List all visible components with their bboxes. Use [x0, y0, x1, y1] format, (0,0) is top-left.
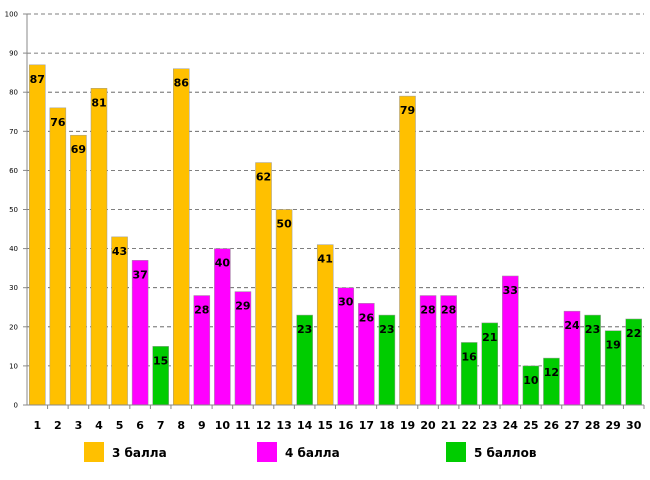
x-tick-label: 16: [338, 419, 354, 432]
data-label: 15: [153, 354, 168, 367]
data-label: 24: [564, 319, 580, 332]
x-tick-label: 28: [585, 419, 600, 432]
bar-3: [70, 134, 87, 406]
data-label: 23: [585, 323, 600, 336]
y-tick-label: 90: [9, 50, 18, 58]
data-label: 26: [359, 311, 375, 324]
x-tick-label: 22: [462, 419, 477, 432]
x-tick-label: 5: [116, 419, 124, 432]
x-tick-label: 7: [157, 419, 165, 432]
y-tick-label: 70: [9, 128, 18, 136]
grid-lines: [27, 13, 644, 367]
legend: 3 балла 4 балла 5 баллов: [84, 442, 537, 462]
x-tick-label: 24: [503, 419, 519, 432]
x-tick-label: 1: [33, 419, 41, 432]
legend-label: 5 баллов: [474, 446, 537, 460]
bar-15: [316, 244, 334, 406]
legend-swatch-2: [257, 442, 277, 462]
data-label: 50: [276, 218, 292, 231]
data-label: 40: [215, 257, 231, 270]
data-label: 81: [91, 96, 106, 109]
x-tick-label: 23: [482, 419, 497, 432]
bar-1: [29, 64, 46, 406]
legend-label: 3 балла: [112, 446, 167, 460]
data-label: 16: [462, 350, 478, 363]
data-label: 28: [194, 304, 209, 317]
bar-19: [399, 95, 416, 406]
data-label: 33: [503, 284, 518, 297]
bar-5: [111, 236, 128, 406]
x-tick-label: 3: [75, 419, 83, 432]
data-labels: 87 76 69 81 43 37 15 86 28 40 29 62 50 23 41 30 26 23 79 28…: [30, 73, 642, 387]
y-tick-label: 30: [9, 284, 18, 292]
y-tick-label: 80: [9, 89, 18, 97]
x-tick-label: 11: [235, 419, 250, 432]
data-label: 62: [256, 171, 271, 184]
x-tick-label: 25: [523, 419, 538, 432]
data-label: 28: [441, 304, 456, 317]
legend-label: 4 балла: [285, 446, 340, 460]
y-tick-label: 100: [5, 11, 18, 19]
x-tick-label: 2: [54, 419, 62, 432]
bars: [29, 64, 642, 406]
data-label: 79: [400, 104, 415, 117]
y-tick-label: 50: [9, 206, 18, 214]
data-label: 28: [420, 304, 435, 317]
data-label: 43: [112, 245, 127, 258]
data-label: 30: [338, 296, 354, 309]
x-tick-label: 26: [544, 419, 560, 432]
legend-swatch-3: [446, 442, 466, 462]
data-label: 87: [30, 73, 45, 86]
data-label: 23: [297, 323, 312, 336]
data-label: 10: [523, 374, 539, 387]
x-tick-label: 14: [297, 419, 313, 432]
y-tick-label: 0: [14, 402, 18, 410]
data-label: 23: [379, 323, 394, 336]
x-tick-label: 15: [318, 419, 333, 432]
data-label: 29: [235, 300, 250, 313]
x-tick-label: 13: [276, 419, 291, 432]
x-tick-label: 4: [95, 419, 103, 432]
data-label: 12: [544, 366, 559, 379]
bar-12: [255, 162, 272, 406]
x-tick-label: 27: [564, 419, 579, 432]
x-tick-label: 9: [198, 419, 206, 432]
y-tick-label: 40: [9, 245, 18, 253]
x-tick-label: 30: [626, 419, 642, 432]
x-tick-label: 29: [605, 419, 620, 432]
data-label: 37: [132, 268, 147, 281]
legend-swatch-1: [84, 442, 104, 462]
data-label: 21: [482, 331, 497, 344]
x-tick-label: 19: [400, 419, 415, 432]
bar-4: [90, 88, 108, 406]
bar-2: [49, 107, 67, 406]
y-tick-label: 20: [9, 323, 18, 331]
data-label: 19: [605, 339, 620, 352]
bar-10: [214, 248, 231, 406]
bar-13: [275, 209, 293, 406]
data-label: 69: [71, 143, 86, 156]
y-tick-label: 60: [9, 167, 18, 175]
data-label: 76: [50, 116, 66, 129]
x-tick-label: 18: [379, 419, 394, 432]
data-label: 86: [174, 77, 190, 90]
x-tick-label: 8: [177, 419, 185, 432]
x-tick-label: 21: [441, 419, 456, 432]
x-tick-label: 17: [359, 419, 374, 432]
data-label: 22: [626, 327, 641, 340]
data-label: 41: [318, 253, 333, 266]
bar-6: [131, 260, 149, 406]
bar-8: [173, 68, 190, 406]
x-tick-label: 12: [256, 419, 271, 432]
x-tick-label: 10: [215, 419, 231, 432]
x-tick-label: 20: [420, 419, 436, 432]
x-tick-label: 6: [136, 419, 144, 432]
y-tick-label: 10: [9, 362, 18, 370]
